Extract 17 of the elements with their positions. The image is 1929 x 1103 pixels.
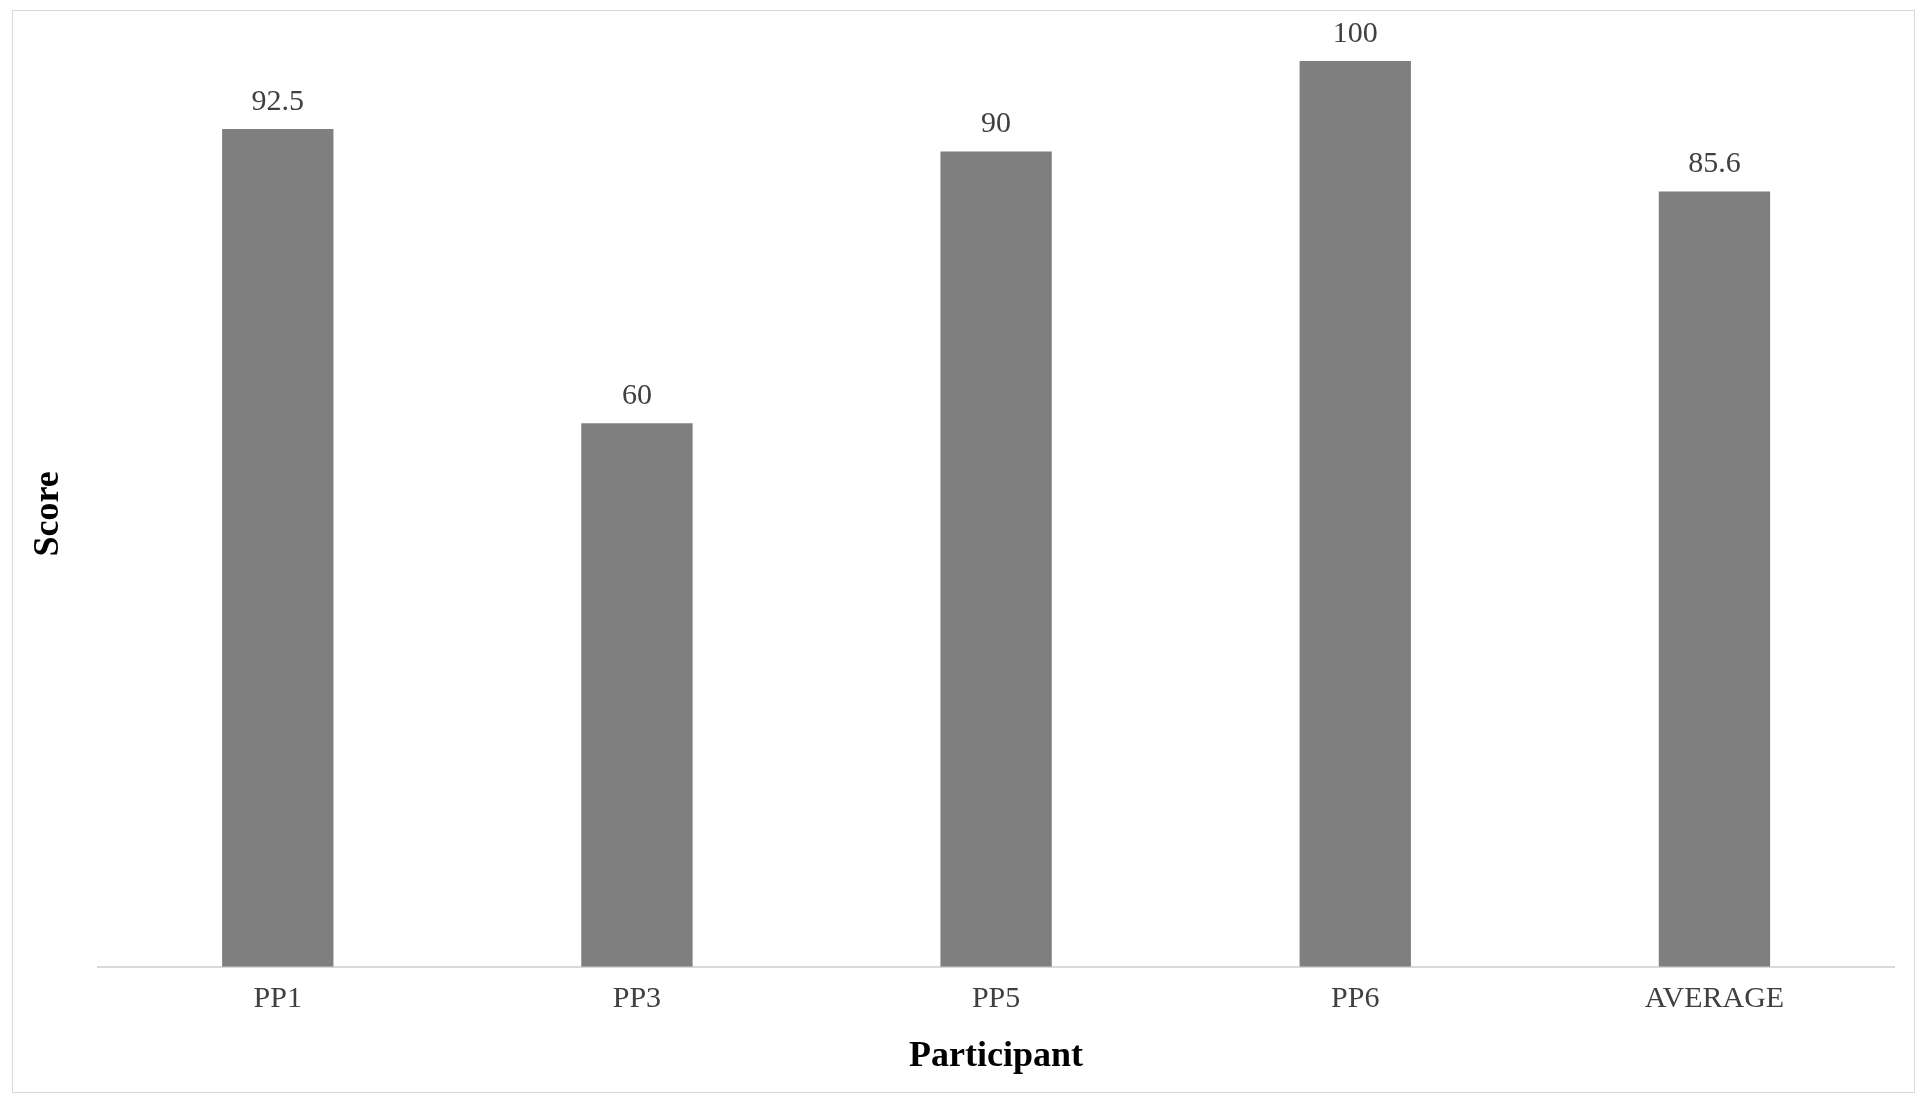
bar [1658, 191, 1771, 967]
bar [581, 423, 693, 967]
bar [940, 151, 1052, 967]
data-label: 92.5 [251, 82, 305, 116]
data-label: 100 [1332, 14, 1378, 48]
x-tick-label: PP3 [612, 979, 662, 1013]
bar [222, 128, 334, 967]
x-tick-label: PP5 [971, 979, 1021, 1013]
x-tick-label: PP6 [1331, 979, 1380, 1013]
y-axis-title: Score [25, 471, 66, 557]
x-tick-label: PP1 [253, 979, 302, 1013]
bar [1299, 61, 1411, 967]
x-axis-title: Participant [909, 1033, 1084, 1074]
x-tick-label: AVERAGE [1644, 979, 1785, 1013]
data-label: 85.6 [1688, 145, 1741, 179]
data-label: 90 [981, 105, 1012, 139]
data-label: 60 [621, 377, 652, 411]
